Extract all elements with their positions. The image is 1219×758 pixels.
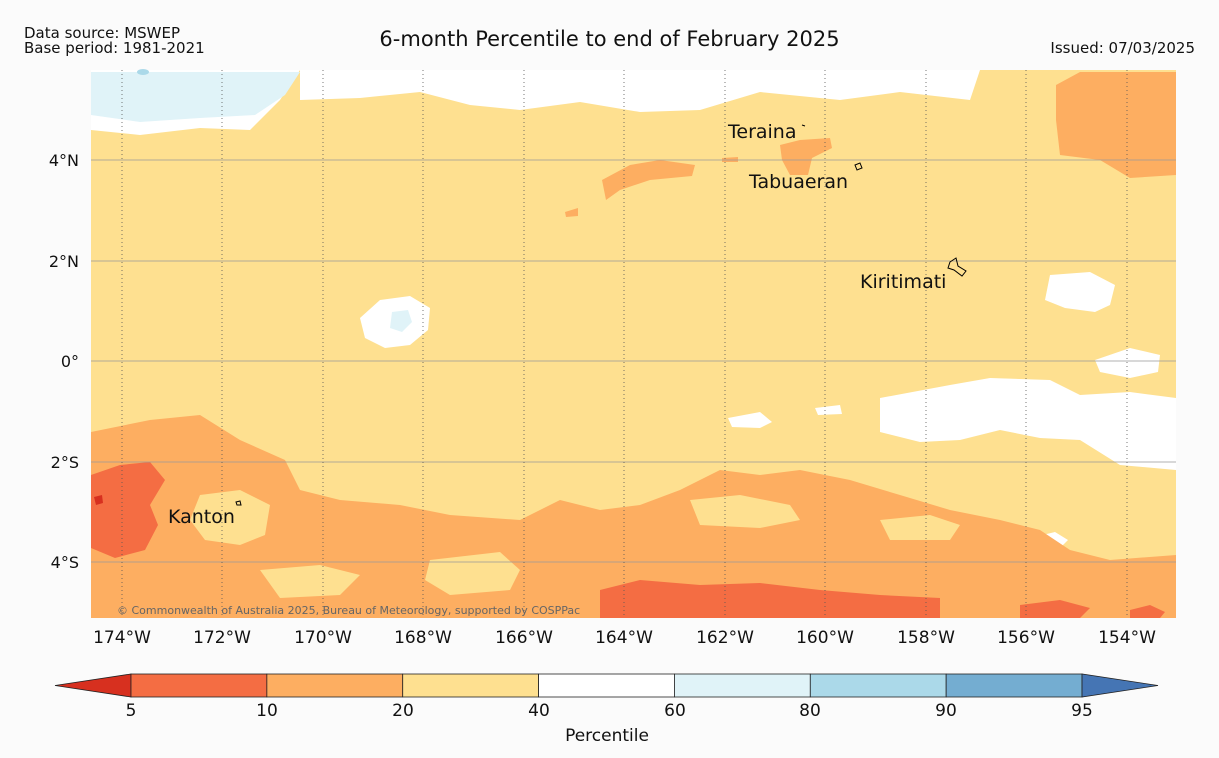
tabuaeran-island-icon: [854, 162, 863, 171]
lat-label-2s: 2°S: [50, 453, 79, 472]
colorbar-bin-5: [809, 673, 947, 698]
colorbar-bin-1: [266, 673, 404, 698]
colorbar-label: Percentile: [565, 726, 649, 746]
colorbar-bin-6: [945, 673, 1083, 698]
colorbar-tick-90: 90: [935, 701, 957, 721]
colorbar-bin-0: [130, 673, 268, 698]
colorbar-tick-60: 60: [664, 701, 686, 721]
colorbar-bin-2: [402, 673, 539, 698]
colorbar-tick-10: 10: [256, 701, 278, 721]
region-5-10: [91, 462, 1165, 618]
map-title: 6-month Percentile to end of February 20…: [379, 27, 840, 51]
region-below-5: [94, 495, 103, 505]
region-20-40-patches: [190, 490, 960, 598]
lon-label-158w: 158°W: [897, 628, 955, 648]
place-label-tabuaeran: Tabuaeran: [749, 171, 849, 193]
colorbar-tick-40: 40: [528, 701, 550, 721]
lon-label-168w: 168°W: [394, 628, 452, 648]
colorbar-tick-80: 80: [799, 701, 821, 721]
base-period-text: Base period: 1981-2021: [24, 39, 205, 57]
lon-label-154w: 154°W: [1098, 628, 1156, 648]
place-label-kanton: Kanton: [168, 506, 235, 528]
island-outlines: [235, 124, 967, 506]
colorbar-tick-95: 95: [1071, 701, 1093, 721]
lon-label-166w: 166°W: [495, 628, 553, 648]
latitude-gridlines: [91, 159, 1176, 563]
longitude-gridlines: [121, 70, 1128, 618]
colorbar-tick-20: 20: [392, 701, 414, 721]
colorbar-bin-3: [538, 673, 675, 698]
teraina-island-icon: [801, 124, 806, 127]
colorbar-bin-4: [674, 673, 811, 698]
data-source-text: Data source: MSWEP: [24, 24, 181, 42]
lon-label-162w: 162°W: [696, 628, 754, 648]
kanton-island-icon: [235, 500, 242, 506]
issued-date: Issued: 07/03/2025: [1050, 39, 1195, 57]
lon-label-164w: 164°W: [595, 628, 653, 648]
region-10-20: [91, 72, 1176, 618]
copyright-notice: © Commonwealth of Australia 2025, Bureau…: [117, 604, 581, 617]
place-label-kiritimati: Kiritimati: [860, 271, 947, 293]
lat-label-2n: 2°N: [48, 252, 79, 271]
colorbar-tick-5: 5: [125, 701, 137, 721]
lon-label-174w: 174°W: [93, 628, 151, 648]
lat-label-4n: 4°N: [48, 151, 79, 170]
lon-label-172w: 172°W: [193, 628, 251, 648]
kiritimati-island-icon: [947, 257, 967, 277]
lon-label-170w: 170°W: [294, 628, 352, 648]
lat-label-0: 0°: [60, 352, 79, 371]
lon-label-156w: 156°W: [997, 628, 1055, 648]
colorbar-high-extend: [1081, 673, 1159, 698]
lon-label-160w: 160°W: [796, 628, 854, 648]
region-80-90: [137, 69, 149, 75]
lat-label-4s: 4°S: [50, 553, 79, 572]
region-60-80: [91, 72, 412, 332]
place-label-teraina: Teraina: [728, 121, 797, 143]
colorbar-low-extend: [54, 673, 132, 698]
